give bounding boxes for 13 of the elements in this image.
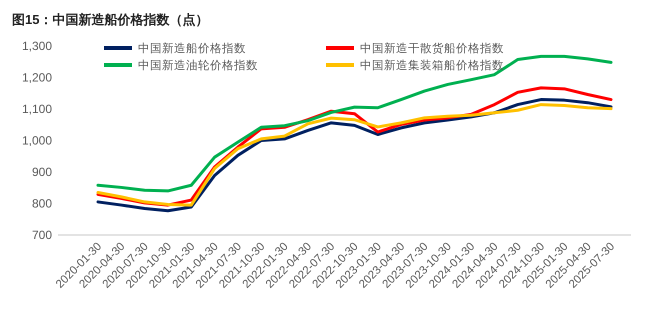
y-tick-label: 1,000 [22,134,52,148]
legend-label: 中国新造干散货船价格指数 [360,41,504,56]
y-tick-label: 900 [32,165,52,180]
legend-label: 中国新造集装箱船价格指数 [360,58,504,72]
legend-label: 中国新造船价格指数 [138,41,246,56]
y-tick-label: 700 [32,228,52,242]
legend-label: 中国新造油轮价格指数 [138,58,258,72]
line-series [96,54,612,192]
y-tick-label: 1,100 [22,102,52,116]
y-tick-label: 800 [32,196,52,211]
chart-title: 图15：中国新造船价格指数（点） [12,12,208,27]
y-tick-label: 1,200 [22,70,52,85]
y-tick-label: 1,300 [22,39,52,54]
